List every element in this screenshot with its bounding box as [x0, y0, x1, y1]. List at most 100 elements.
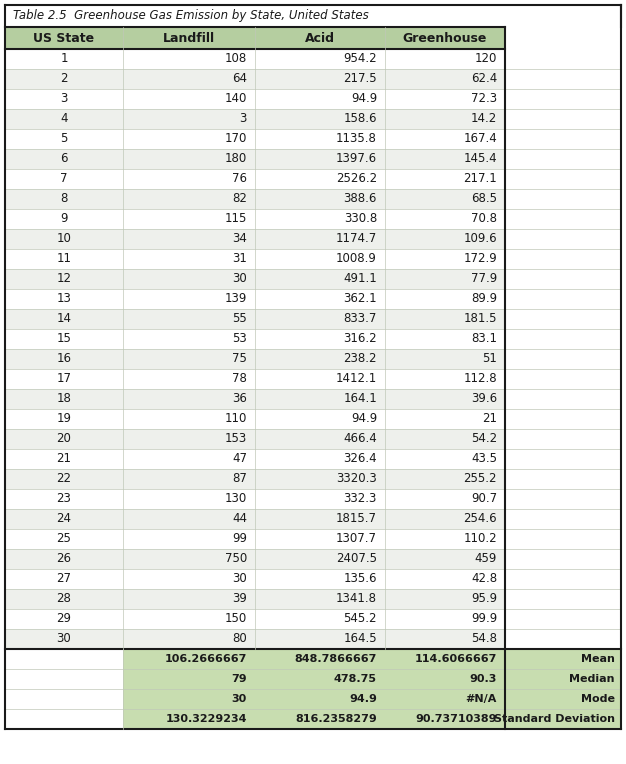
- Bar: [5, 89, 505, 109]
- Bar: [5, 109, 505, 129]
- Text: 954.2: 954.2: [344, 53, 377, 66]
- Bar: [5, 529, 505, 549]
- Text: 99: 99: [232, 533, 247, 545]
- Text: 332.3: 332.3: [344, 493, 377, 506]
- Text: 14.2: 14.2: [471, 112, 497, 125]
- Text: 30: 30: [232, 273, 247, 286]
- Text: 14: 14: [56, 312, 71, 325]
- Text: 99.9: 99.9: [471, 613, 497, 626]
- Text: 362.1: 362.1: [344, 293, 377, 306]
- Text: 23: 23: [56, 493, 71, 506]
- Bar: [505, 669, 621, 689]
- Bar: [5, 429, 505, 449]
- Bar: [5, 5, 505, 27]
- Text: 79: 79: [232, 674, 247, 684]
- Bar: [505, 49, 621, 69]
- Text: 1341.8: 1341.8: [336, 593, 377, 606]
- Text: Table 2.5  Greenhouse Gas Emission by State, United States: Table 2.5 Greenhouse Gas Emission by Sta…: [13, 9, 369, 22]
- Text: 21: 21: [482, 413, 497, 426]
- Text: 8: 8: [60, 193, 68, 206]
- Bar: [505, 209, 621, 229]
- Bar: [505, 189, 621, 209]
- Text: 54.8: 54.8: [471, 633, 497, 646]
- Text: 26: 26: [56, 552, 71, 565]
- Bar: [5, 569, 505, 589]
- Bar: [505, 489, 621, 509]
- Bar: [505, 429, 621, 449]
- Bar: [505, 369, 621, 389]
- Text: 466.4: 466.4: [343, 432, 377, 445]
- Text: 1: 1: [60, 53, 68, 66]
- Text: 139: 139: [225, 293, 247, 306]
- Bar: [505, 649, 621, 669]
- Text: 114.6066667: 114.6066667: [414, 654, 497, 664]
- Text: 44: 44: [232, 513, 247, 526]
- Text: 17: 17: [56, 373, 71, 386]
- Bar: [505, 349, 621, 369]
- Text: 95.9: 95.9: [471, 593, 497, 606]
- Text: 22: 22: [56, 472, 71, 485]
- Bar: [505, 689, 621, 709]
- Text: 31: 31: [232, 252, 247, 266]
- Text: 167.4: 167.4: [463, 132, 497, 145]
- Bar: [5, 489, 505, 509]
- Text: 11: 11: [56, 252, 71, 266]
- Text: 1174.7: 1174.7: [336, 232, 377, 245]
- Text: 2526.2: 2526.2: [336, 173, 377, 186]
- Text: 18: 18: [56, 393, 71, 406]
- Bar: [505, 469, 621, 489]
- Text: 238.2: 238.2: [344, 352, 377, 365]
- Text: 180: 180: [225, 153, 247, 166]
- Bar: [5, 27, 505, 49]
- Text: 1307.7: 1307.7: [336, 533, 377, 545]
- Text: 181.5: 181.5: [463, 312, 497, 325]
- Text: 72.3: 72.3: [471, 92, 497, 105]
- Text: 47: 47: [232, 452, 247, 465]
- Text: 51: 51: [482, 352, 497, 365]
- Text: 39.6: 39.6: [471, 393, 497, 406]
- Text: 110: 110: [225, 413, 247, 426]
- Bar: [123, 689, 505, 709]
- Text: 76: 76: [232, 173, 247, 186]
- Text: 330.8: 330.8: [344, 212, 377, 225]
- Text: 90.7: 90.7: [471, 493, 497, 506]
- Text: 459: 459: [475, 552, 497, 565]
- Bar: [505, 129, 621, 149]
- Text: 82: 82: [232, 193, 247, 206]
- Bar: [5, 669, 123, 689]
- Text: 19: 19: [56, 413, 71, 426]
- Text: 62.4: 62.4: [471, 73, 497, 86]
- Bar: [5, 609, 505, 629]
- Bar: [5, 269, 505, 289]
- Text: 1815.7: 1815.7: [336, 513, 377, 526]
- Text: 90.3: 90.3: [470, 674, 497, 684]
- Text: 94.9: 94.9: [349, 694, 377, 704]
- Bar: [5, 209, 505, 229]
- Text: Landfill: Landfill: [163, 31, 215, 44]
- Bar: [505, 629, 621, 649]
- Bar: [5, 549, 505, 569]
- Text: 816.2358279: 816.2358279: [295, 714, 377, 724]
- Text: Mean: Mean: [581, 654, 615, 664]
- Text: 545.2: 545.2: [344, 613, 377, 626]
- Text: 316.2: 316.2: [344, 332, 377, 345]
- Text: 55: 55: [232, 312, 247, 325]
- Bar: [505, 569, 621, 589]
- Text: US State: US State: [33, 31, 95, 44]
- Bar: [505, 69, 621, 89]
- Bar: [5, 49, 505, 69]
- Text: 7: 7: [60, 173, 68, 186]
- Text: 388.6: 388.6: [344, 193, 377, 206]
- Text: 108: 108: [225, 53, 247, 66]
- Text: 30: 30: [232, 572, 247, 585]
- Text: 106.2666667: 106.2666667: [165, 654, 247, 664]
- Text: 326.4: 326.4: [344, 452, 377, 465]
- Bar: [123, 669, 505, 689]
- Text: 120: 120: [475, 53, 497, 66]
- Bar: [505, 309, 621, 329]
- Text: 70.8: 70.8: [471, 212, 497, 225]
- Text: 135.6: 135.6: [344, 572, 377, 585]
- Text: 21: 21: [56, 452, 71, 465]
- Text: 15: 15: [56, 332, 71, 345]
- Bar: [505, 109, 621, 129]
